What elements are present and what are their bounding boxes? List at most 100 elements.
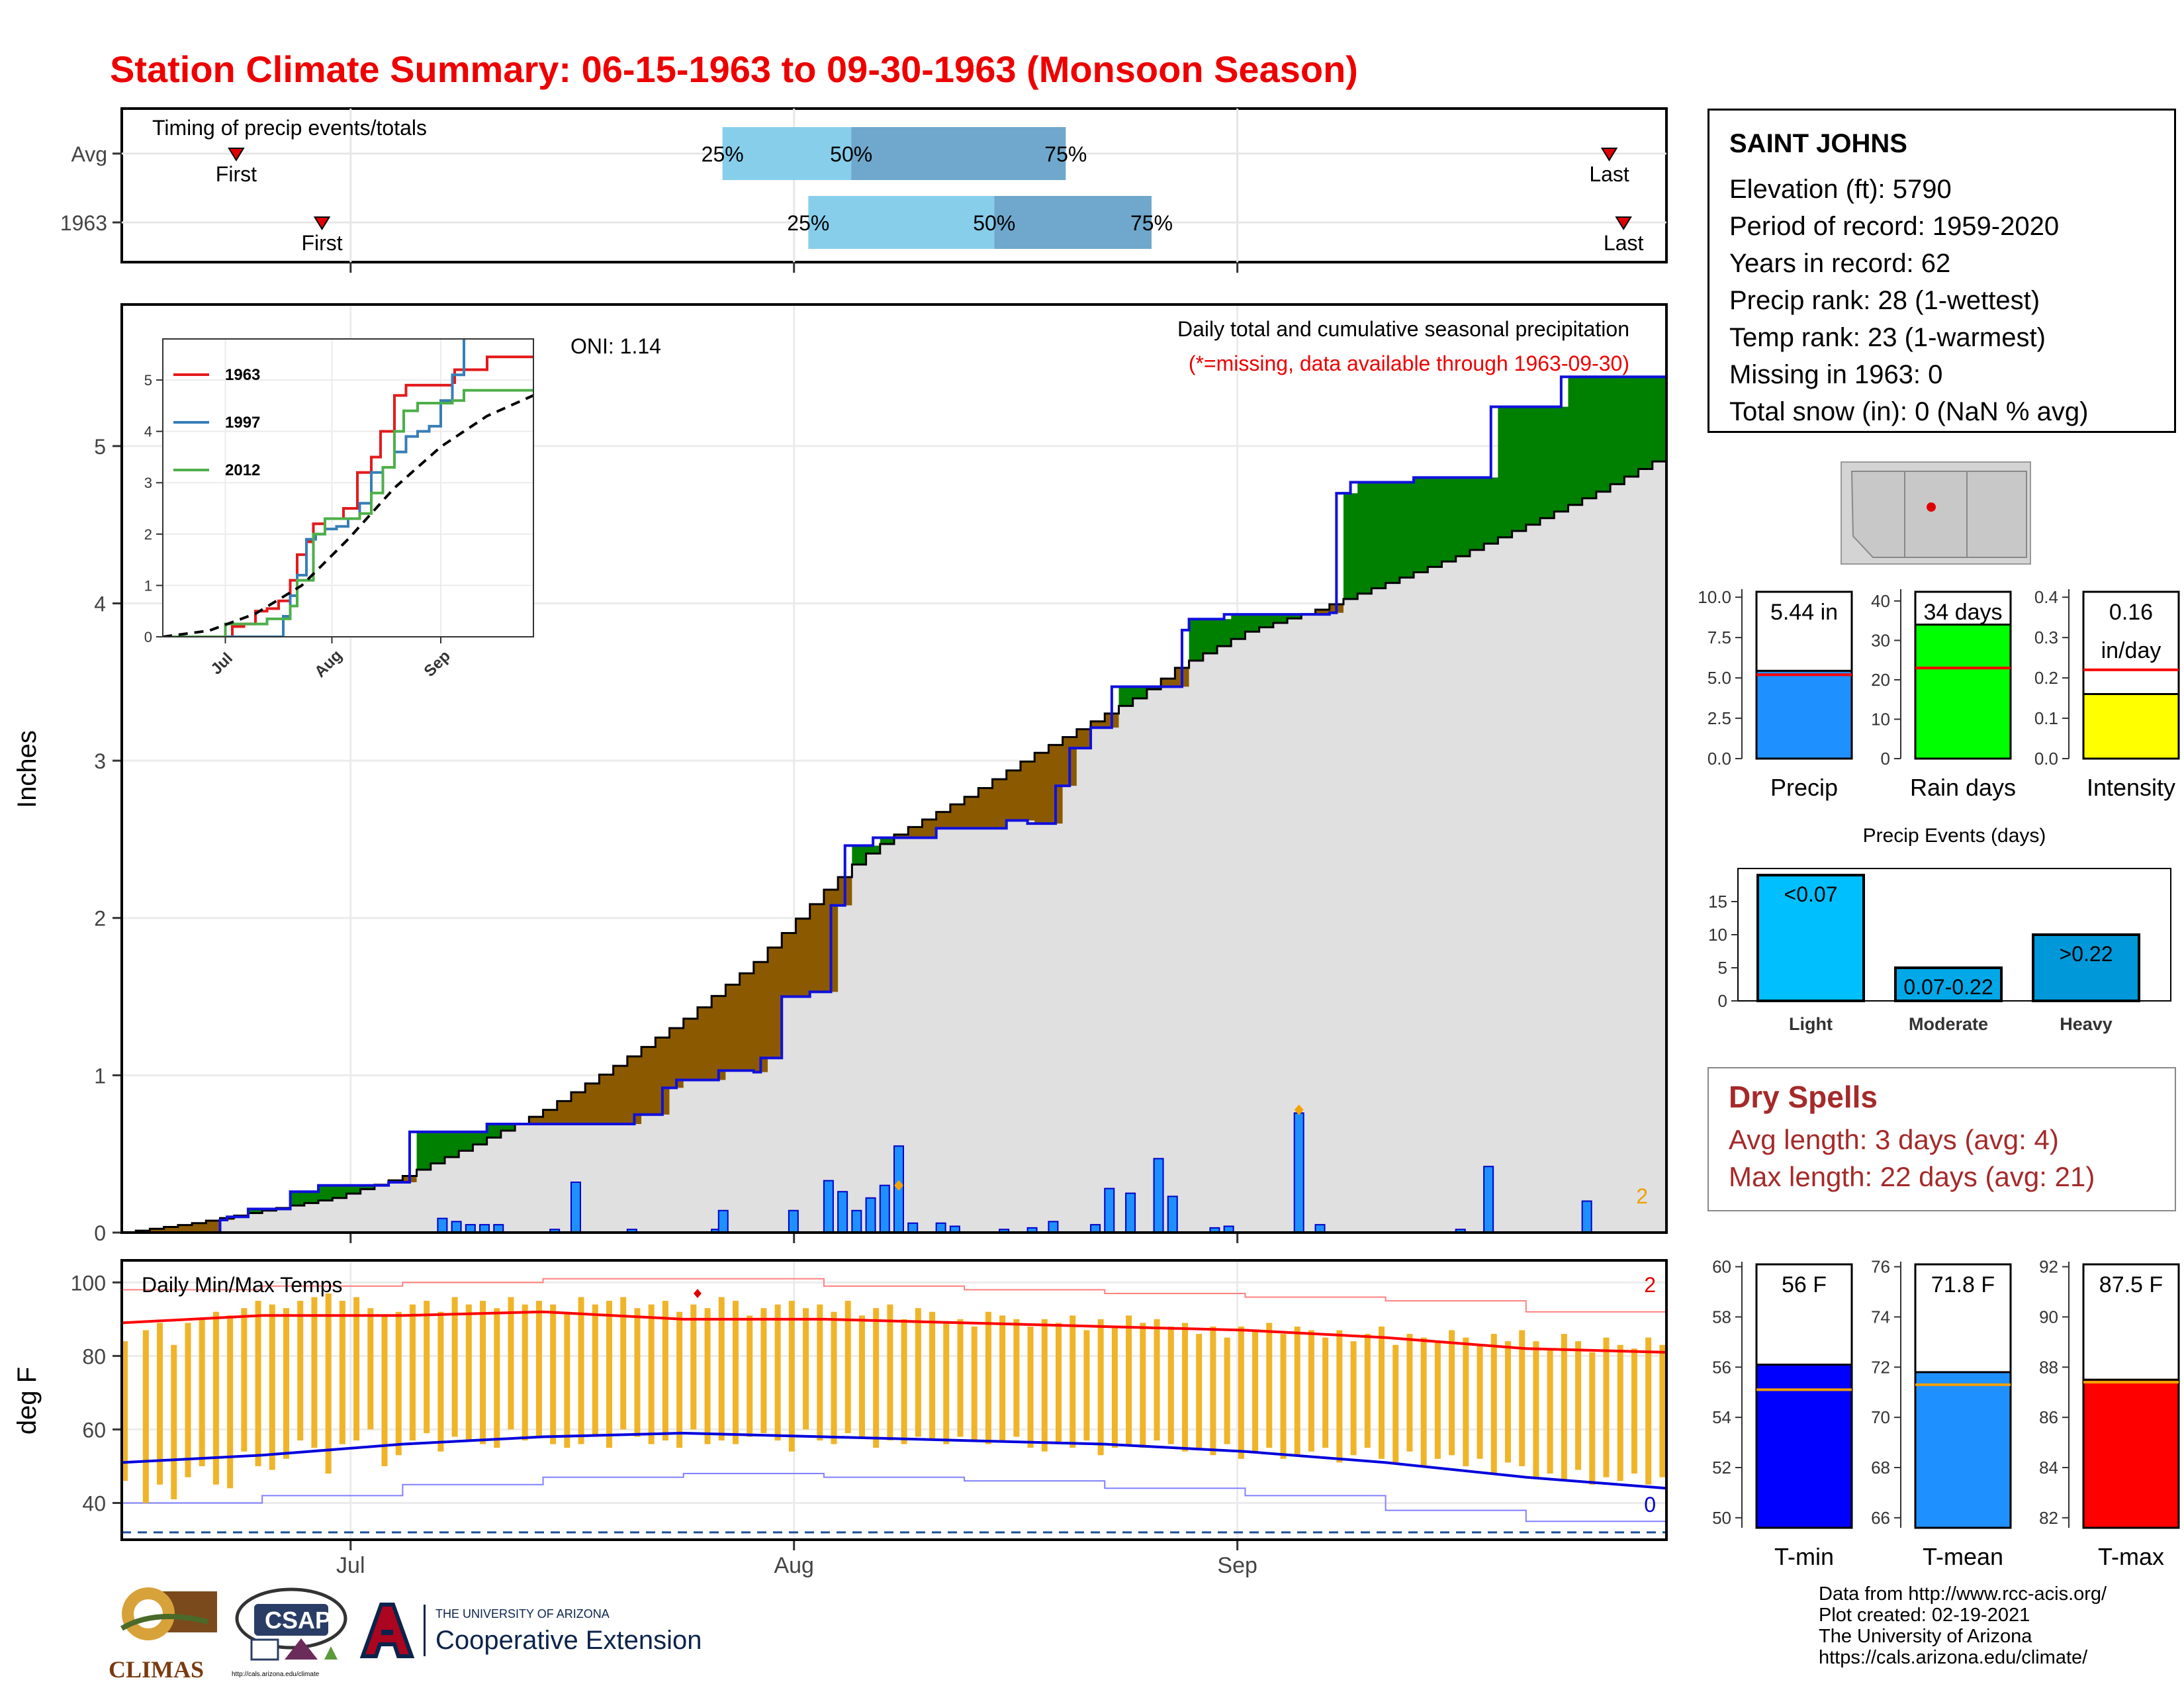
cumulative-base-fill bbox=[1484, 543, 1498, 1233]
cumulative-deficit-fill bbox=[950, 804, 965, 829]
map-state-shape bbox=[1904, 471, 1968, 558]
cumulative-deficit-fill bbox=[809, 904, 825, 992]
daily-temp-range-bar bbox=[1463, 1337, 1469, 1466]
cumulative-surplus-fill bbox=[1638, 377, 1653, 469]
footer-credits: Data from http://www.rcc-acis.org/ Plot … bbox=[1819, 1583, 2107, 1668]
cumulative-base-fill bbox=[1287, 618, 1302, 1233]
daily-temp-range-bar bbox=[480, 1301, 486, 1444]
daily-precip-bar bbox=[1293, 1112, 1304, 1234]
cumulative-base-fill bbox=[1428, 567, 1443, 1233]
daily-temp-range-bar bbox=[1294, 1326, 1300, 1456]
daily-temp-range-bar bbox=[212, 1311, 219, 1485]
daily-temp-range-bar bbox=[522, 1304, 528, 1441]
daily-temp-range-bar bbox=[901, 1319, 907, 1444]
cumulative-deficit-fill bbox=[1048, 745, 1064, 824]
daily-temp-range-bar bbox=[395, 1311, 402, 1456]
temperature-x-tick-label: Jul bbox=[336, 1553, 365, 1578]
daily-precip-bar bbox=[1581, 1200, 1592, 1234]
daily-temp-range-bar bbox=[718, 1297, 725, 1441]
dry-spells-title: Dry Spells bbox=[1729, 1080, 1878, 1114]
daily-temp-range-bar bbox=[971, 1326, 978, 1441]
precip-events-category: Heavy bbox=[2060, 1014, 2113, 1034]
cumulative-deficit-fill bbox=[529, 1117, 544, 1125]
daily-temp-range-bar bbox=[887, 1304, 893, 1441]
inset-y-tick-label: 1 bbox=[144, 577, 152, 594]
inset-background bbox=[163, 339, 533, 637]
cumulative-surplus-fill bbox=[1428, 477, 1443, 567]
cumulative-deficit-fill bbox=[1091, 721, 1105, 728]
daily-temp-range-bar bbox=[1224, 1337, 1230, 1444]
intensity-y-tick-label: 0.2 bbox=[2034, 668, 2058, 688]
daily-temp-range-bar bbox=[676, 1311, 683, 1448]
cumulative-surplus-fill bbox=[1610, 377, 1625, 485]
daily-temp-range-bar bbox=[844, 1301, 851, 1433]
temperature-y-tick-label: 60 bbox=[82, 1418, 106, 1442]
cumulative-base-fill bbox=[1329, 612, 1344, 1233]
daily-temp-range-bar bbox=[606, 1301, 613, 1448]
cumulative-base-fill bbox=[585, 1124, 600, 1233]
intensity-y-tick-label: 0.1 bbox=[2034, 708, 2058, 728]
cumulative-base-fill bbox=[459, 1150, 473, 1233]
cumulative-base-fill bbox=[950, 828, 965, 1233]
daily-precip-bar bbox=[788, 1209, 799, 1233]
tmax-y-tick-label: 90 bbox=[2039, 1307, 2058, 1327]
timing-p50-label: 50% bbox=[973, 211, 1015, 235]
cumulative-deficit-fill bbox=[627, 1056, 642, 1125]
daily-temp-range-bar bbox=[1097, 1319, 1104, 1456]
cumulative-base-fill bbox=[796, 996, 811, 1233]
temperature-record-min-line bbox=[122, 1473, 1667, 1529]
cumulative-base-fill bbox=[1034, 823, 1049, 1233]
footer-data-source: Data from http://www.rcc-acis.org/ bbox=[1819, 1583, 2107, 1605]
timing-title: Timing of precip events/totals bbox=[152, 116, 427, 140]
inset-frame bbox=[162, 338, 534, 637]
precip-events-y-tick-label: 15 bbox=[1708, 892, 1727, 912]
rain_days-value-label: 34 days bbox=[1923, 600, 2002, 625]
csap-cloud-icon bbox=[235, 1587, 347, 1661]
cumulative-surplus-fill bbox=[290, 1192, 305, 1206]
precip_total-value-label: 5.44 in bbox=[1770, 600, 1838, 625]
daily-temp-range-bar bbox=[747, 1315, 753, 1437]
timing-first-label: First bbox=[301, 231, 342, 255]
daily-temp-range-bar bbox=[803, 1308, 809, 1430]
tmax-label: T-max bbox=[2098, 1543, 2164, 1570]
cumulative-base-fill bbox=[1217, 646, 1232, 1233]
daily-temp-range-bar bbox=[634, 1308, 641, 1437]
cumulative-surplus-fill bbox=[1525, 406, 1541, 525]
daily-precip-bar bbox=[823, 1180, 834, 1233]
cumulative-base-fill bbox=[880, 844, 895, 1233]
cumulative-base-fill bbox=[430, 1163, 445, 1233]
cumulative-surplus-fill bbox=[1512, 406, 1527, 532]
daily-temp-range-bar bbox=[269, 1304, 275, 1470]
daily-precip-bar bbox=[851, 1209, 862, 1233]
daily-temp-range-bar bbox=[283, 1308, 290, 1459]
intensity-y-tick-label: 0.0 bbox=[2034, 749, 2058, 769]
tmean-value-bar bbox=[1914, 1371, 2012, 1529]
daily-precip-bar bbox=[717, 1209, 729, 1233]
precip-events-bar bbox=[1756, 874, 1865, 1002]
daily-temp-range-bar bbox=[943, 1323, 950, 1444]
cumulative-base-fill bbox=[1006, 820, 1021, 1233]
daily-temp-range-bar bbox=[1547, 1348, 1553, 1474]
cumulative-base-fill bbox=[473, 1144, 488, 1233]
precip-events-title: Precip Events (days) bbox=[1863, 825, 2046, 847]
cumulative-base-fill bbox=[220, 1219, 235, 1233]
tmin-value-bar bbox=[1755, 1363, 1853, 1529]
cumulative-base-fill bbox=[445, 1156, 459, 1233]
dry-spells-max: Max length: 22 days (avg: 21) bbox=[1729, 1161, 2095, 1192]
cumulative-base-fill bbox=[402, 1182, 418, 1233]
station-years: Years in record: 62 bbox=[1729, 249, 1951, 278]
ua-divider bbox=[424, 1605, 426, 1656]
daily-temp-range-bar bbox=[1406, 1334, 1413, 1452]
cumulative-base-fill bbox=[1498, 537, 1513, 1233]
tmean-y-tick-label: 68 bbox=[1871, 1458, 1890, 1477]
cumulative-surplus-fill bbox=[1414, 477, 1428, 573]
cumulative-surplus-fill bbox=[1484, 477, 1498, 544]
map-state-shape bbox=[1850, 471, 1905, 558]
cumulative-base-fill bbox=[1175, 686, 1190, 1233]
cumulative-base-fill bbox=[613, 1124, 628, 1233]
cumulative-surplus-fill bbox=[473, 1131, 488, 1145]
daily-temp-range-bar bbox=[1364, 1334, 1371, 1448]
daily-temp-range-bar bbox=[535, 1301, 542, 1437]
cumulative-base-fill bbox=[1399, 577, 1414, 1233]
daily-temp-range-bar bbox=[1238, 1326, 1244, 1459]
